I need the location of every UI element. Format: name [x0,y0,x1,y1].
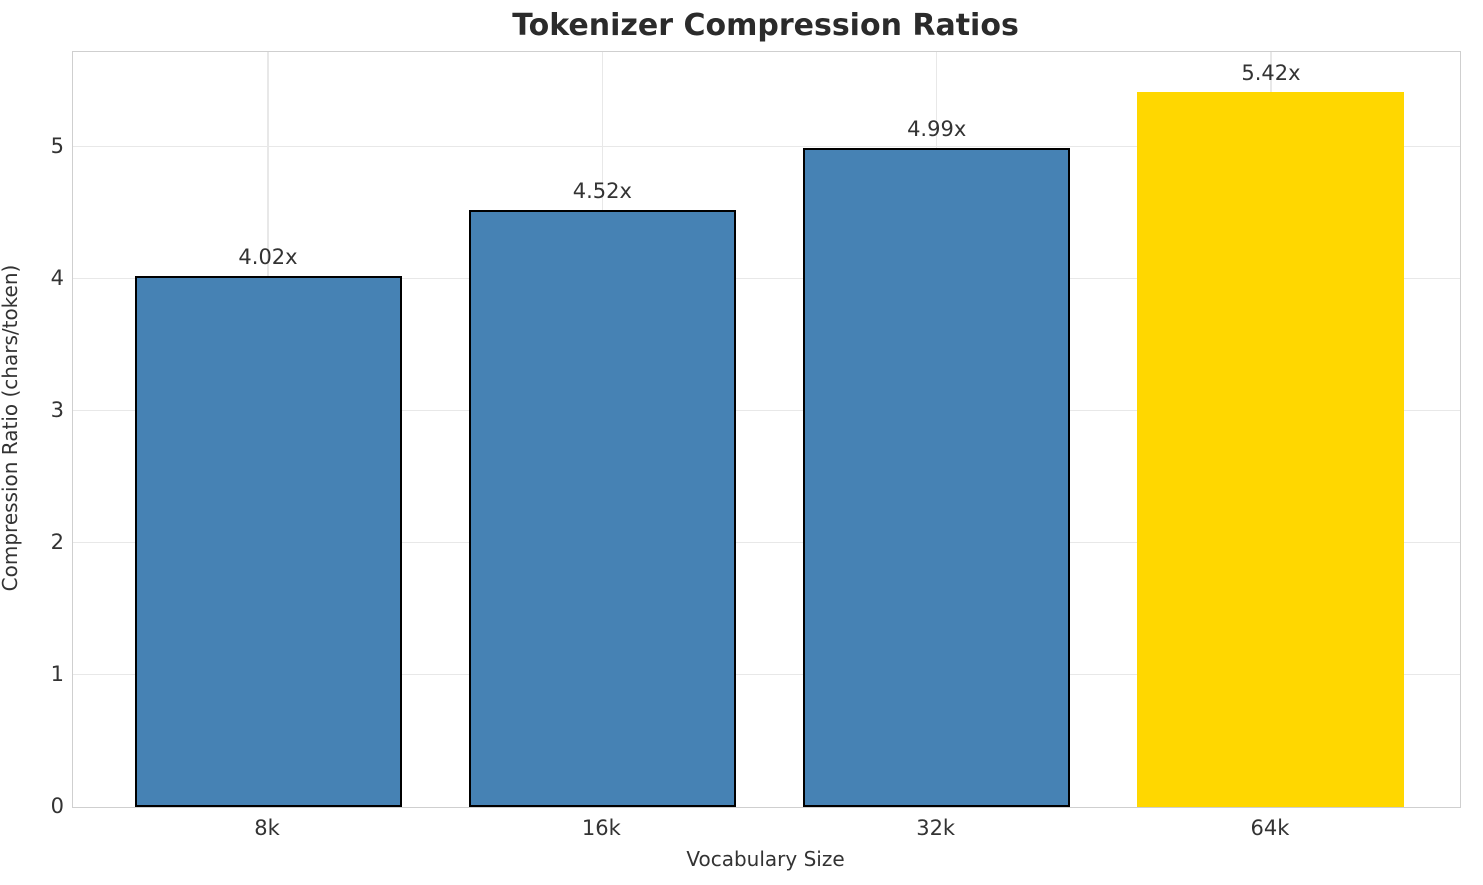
ytick-label-5: 5 [50,134,64,159]
xtick-label-16k: 16k [581,816,621,840]
gridline-y-1 [73,673,1460,676]
plot-area: 4.02x 4.52x 4.99x 5.42x [72,51,1461,808]
gridline-y-3 [73,409,1460,412]
ytick-label-2: 2 [50,530,64,554]
bar-value-label-8k: 4.02x [238,245,298,270]
ytick-label-1: 1 [50,662,64,686]
x-axis-label: Vocabulary Size [686,847,845,871]
gridline-y-5 [73,145,1460,148]
bar-32k [803,148,1071,807]
xtick-label-32k: 32k [916,816,956,840]
bar-value-label-64k: 5.42x [1241,60,1301,85]
bar-16k [468,210,736,807]
ytick-label-4: 4 [50,266,64,291]
gridline-y-2 [73,541,1460,544]
ytick-label-0: 0 [50,794,64,818]
bar-value-label-32k: 4.99x [907,117,967,142]
ytick-label-3: 3 [50,398,64,423]
gridline-y-4 [73,277,1460,280]
xtick-label-64k: 64k [1250,816,1290,840]
xtick-label-8k: 8k [254,816,280,840]
bar-value-label-16k: 4.52x [572,179,632,204]
y-axis-label: Compression Ratio (chars/token) [0,264,22,592]
chart-title: Tokenizer Compression Ratios [512,8,1019,43]
bar-64k [1137,91,1405,807]
bar-8k [134,276,402,807]
